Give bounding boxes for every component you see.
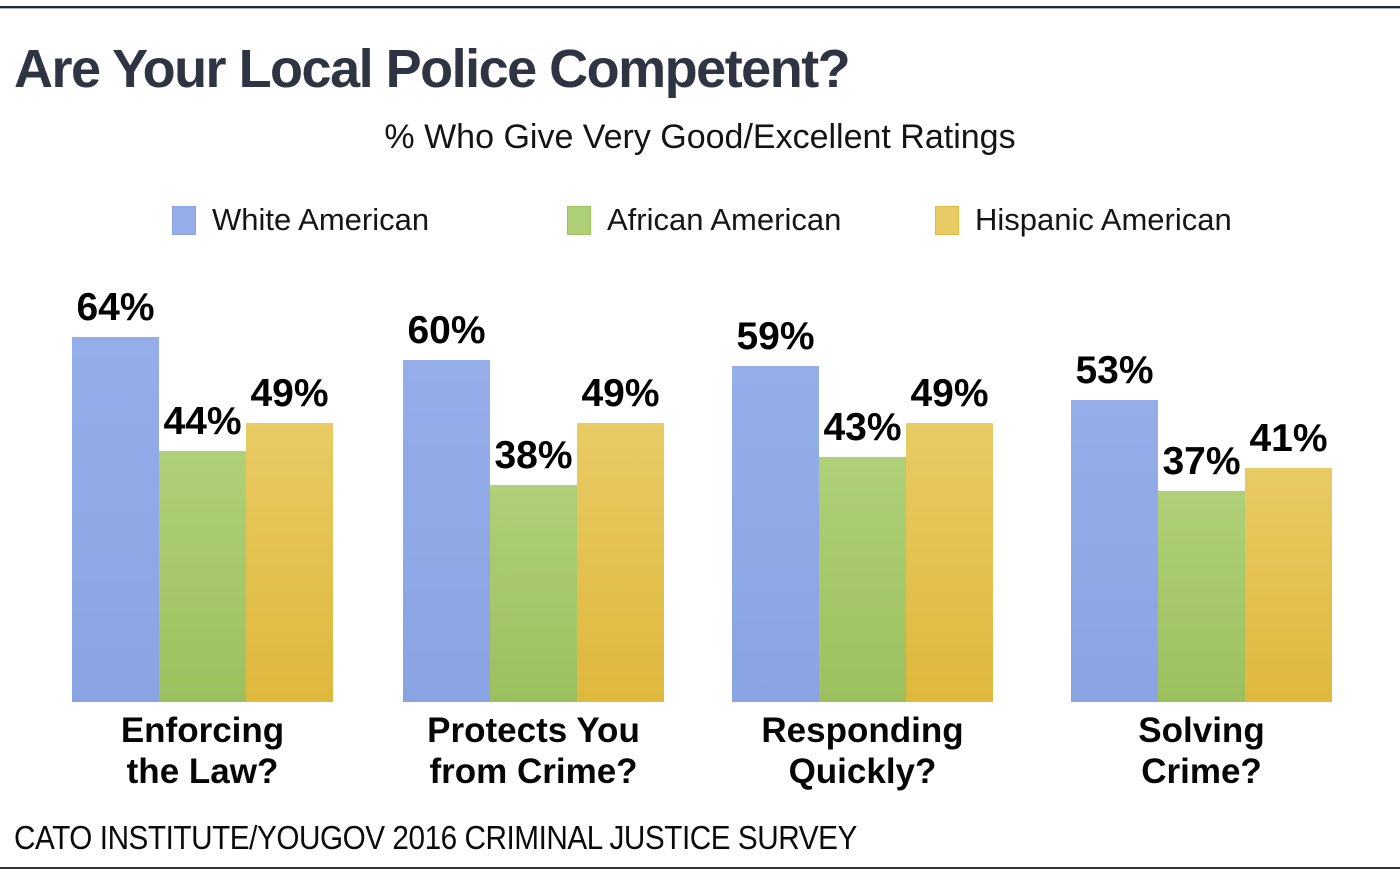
bar-value-label: 53% [1075, 349, 1154, 392]
bar-white-american-group4 [1071, 400, 1158, 702]
category-label-line: Enforcing [120, 711, 285, 750]
bar-hispanic-american-group1 [246, 423, 333, 702]
legend-item-african-american: African American [567, 202, 841, 238]
category-label-group1: Enforcing the Law? [23, 710, 383, 792]
category-label-group3: Responding Quickly? [683, 710, 1043, 792]
category-label-line: from Crime? [429, 752, 638, 791]
source-note: CATO INSTITUTE/YOUGOV 2016 CRIMINAL JUST… [14, 819, 857, 856]
category-label-line: Protects You [427, 711, 640, 750]
legend-label: White American [212, 202, 430, 237]
bar-value-label: 60% [407, 309, 486, 352]
legend-label: African American [607, 202, 842, 237]
bar-african-american-group2 [490, 485, 577, 702]
bar-white-american-group3 [732, 366, 819, 702]
bar-white-american-group1 [72, 337, 159, 702]
bar-value-label: 43% [823, 406, 902, 449]
bar-hispanic-american-group4 [1245, 468, 1332, 702]
bar-value-label: 44% [163, 400, 242, 443]
bar-value-label: 64% [76, 286, 155, 329]
chart-subtitle: % Who Give Very Good/Excellent Ratings [384, 118, 1016, 156]
legend-swatch-white-american [172, 205, 196, 235]
bar-value-label: 41% [1249, 417, 1328, 460]
legend-item-white-american: White American [172, 202, 429, 238]
bar-value-label: 49% [581, 372, 660, 415]
bar-value-label: 37% [1162, 440, 1241, 483]
category-label-line: Solving [1138, 711, 1265, 750]
bar-african-american-group4 [1158, 491, 1245, 702]
legend-swatch-hispanic-american [935, 205, 959, 235]
bar-hispanic-american-group3 [906, 423, 993, 702]
bar-value-label: 38% [494, 434, 573, 477]
bar-hispanic-american-group2 [577, 423, 664, 702]
category-label-line: Quickly? [788, 752, 937, 791]
chart-title: Are Your Local Police Competent? [14, 39, 851, 99]
bar-african-american-group1 [159, 451, 246, 702]
category-label-line: Crime? [1141, 752, 1262, 791]
category-label-group2: Protects You from Crime? [354, 710, 714, 792]
category-label-group4: Solving Crime? [1022, 710, 1382, 792]
bar-african-american-group3 [819, 457, 906, 702]
legend-label: Hispanic American [975, 202, 1232, 237]
category-label-line: the Law? [126, 752, 279, 791]
bar-white-american-group2 [403, 360, 490, 702]
bar-value-label: 49% [910, 372, 989, 415]
bar-value-label: 59% [736, 315, 815, 358]
legend-swatch-african-american [567, 205, 591, 235]
top-border-rule [0, 6, 1400, 9]
category-label-line: Responding [761, 711, 964, 750]
bar-value-label: 49% [250, 372, 329, 415]
legend-item-hispanic-american: Hispanic American [935, 202, 1232, 238]
bottom-border-rule [0, 867, 1400, 869]
